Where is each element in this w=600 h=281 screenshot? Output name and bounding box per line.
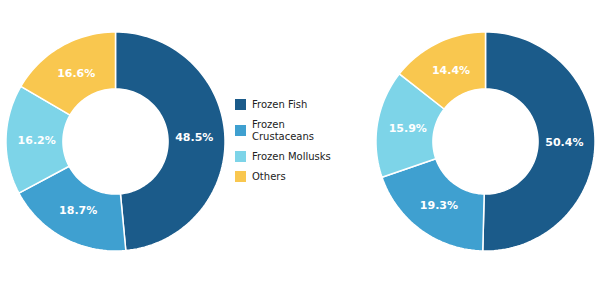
svg-text:16.6%: 16.6%: [57, 66, 95, 79]
svg-text:16.2%: 16.2%: [18, 133, 56, 146]
html-text:Frozen Crustaceans: Frozen Crustaceans: [252, 118, 314, 142]
html-text:Others: Others: [252, 170, 286, 182]
svg-text:15.9%: 15.9%: [389, 121, 427, 134]
svg-text:19.3%: 19.3%: [420, 198, 458, 211]
svg-text:48.5%: 48.5%: [175, 131, 213, 144]
svg-text:14.4%: 14.4%: [432, 64, 470, 77]
html-text:Frozen Fish: Frozen Fish: [252, 98, 308, 110]
svg-text:50.4%: 50.4%: [545, 136, 583, 149]
html-text:Frozen Mollusks: Frozen Mollusks: [252, 150, 331, 162]
svg-text:18.7%: 18.7%: [59, 204, 97, 217]
